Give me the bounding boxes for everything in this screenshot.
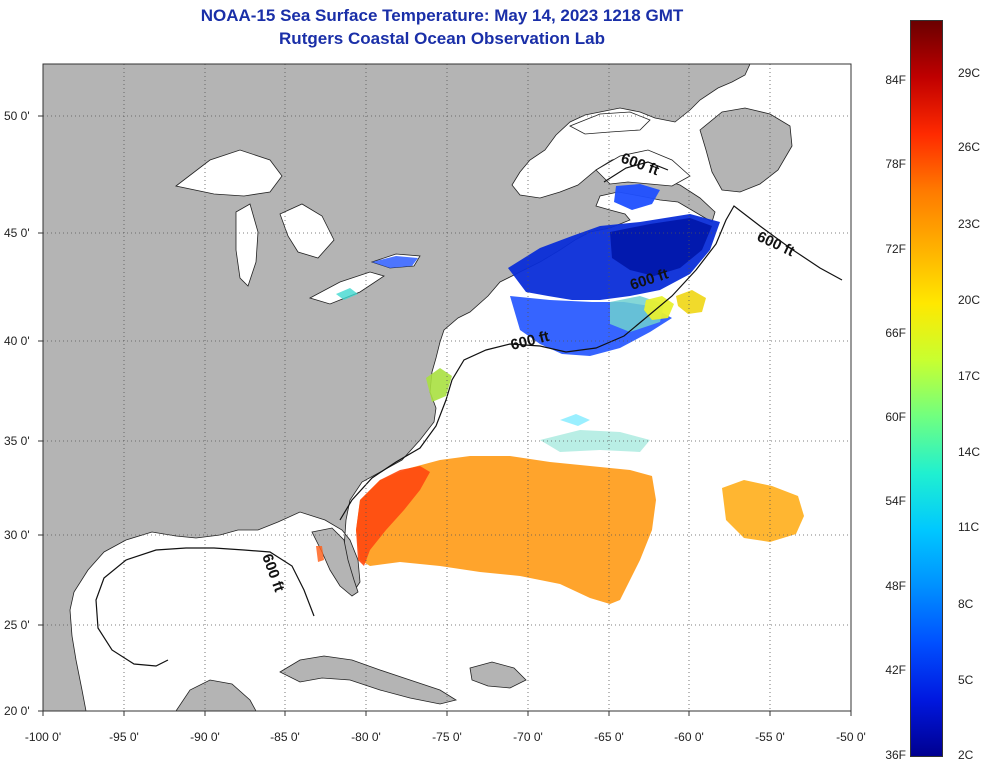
land-cuba xyxy=(279,655,458,705)
lat-tick-label: 30 0' xyxy=(4,528,30,542)
colorbar-f-label: 66F xyxy=(885,326,906,340)
lat-tick-label: 40 0' xyxy=(4,334,30,348)
colorbar-f-label: 78F xyxy=(885,157,906,171)
colorbar-f-label: 36F xyxy=(885,748,906,762)
map-title: NOAA-15 Sea Surface Temperature: May 14,… xyxy=(200,6,684,25)
temperature-colorbar xyxy=(910,20,943,757)
latitude-ticks: 50 0' 45 0' 40 0' 35 0' 30 0' 25 0' 20 0' xyxy=(4,109,43,718)
colorbar-c-label: 26C xyxy=(958,140,981,154)
sst-gulf-coast-warm xyxy=(316,546,324,562)
hudson-strait-water xyxy=(569,111,651,135)
colorbar-c-label: 14C xyxy=(958,445,981,459)
colorbar-c-label: 8C xyxy=(958,597,974,611)
gulf-st-lawrence xyxy=(595,149,691,187)
land-hispaniola xyxy=(469,661,527,689)
colorbar-c-label: 2C xyxy=(958,748,974,762)
sst-scattered-blue-bits xyxy=(560,414,590,426)
colorbar-c-label: 11C xyxy=(958,520,980,534)
lake-erie xyxy=(308,271,385,305)
lon-tick-label: -90 0' xyxy=(190,730,220,744)
sst-warm-eddy xyxy=(644,296,674,320)
bathymetry-contour-gulf xyxy=(95,547,315,667)
sst-very-cold-shelf xyxy=(610,218,712,276)
sst-lake-ontario xyxy=(372,256,418,268)
bathymetry-contour xyxy=(339,205,843,521)
land-yucatan xyxy=(175,679,257,711)
grid-lines xyxy=(43,64,851,711)
colorbar-c-label: 20C xyxy=(958,293,981,307)
sst-warm-gulf-stream xyxy=(356,456,656,604)
lon-tick-label: -100 0' xyxy=(25,730,61,744)
lat-tick-label: 25 0' xyxy=(4,618,30,632)
longitude-ticks: -100 0' -95 0' -90 0' -85 0' -80 0' -75 0' -70… xyxy=(25,711,866,744)
lake-michigan xyxy=(235,203,259,287)
lon-tick-label: -55 0' xyxy=(755,730,785,744)
sst-warm-east-patch xyxy=(722,480,804,542)
map-subtitle: Rutgers Coastal Ocean Observation Lab xyxy=(279,29,605,48)
colorbar-f-label: 42F xyxy=(885,663,906,677)
colorbar-c-label: 17C xyxy=(958,369,981,383)
sst-hot-gulf-stream-core xyxy=(356,466,430,566)
sst-chesapeake-warm xyxy=(426,368,452,402)
colorbar-c-label: 5C xyxy=(958,673,974,687)
lat-tick-label: 45 0' xyxy=(4,226,30,240)
sst-labrador xyxy=(614,184,660,210)
colorbar-f-label: 48F xyxy=(885,579,906,593)
land-florida xyxy=(311,527,359,597)
colorbar-f-label: 72F xyxy=(885,242,906,256)
lon-tick-label: -75 0' xyxy=(432,730,462,744)
colorbar-c-label: 23C xyxy=(958,217,981,231)
lon-tick-label: -65 0' xyxy=(594,730,624,744)
lon-tick-label: -80 0' xyxy=(351,730,381,744)
lat-tick-label: 50 0' xyxy=(4,109,30,123)
sst-lake-erie-warm xyxy=(336,288,358,300)
sst-yellow-patch-east xyxy=(676,290,706,314)
great-lakes xyxy=(175,149,283,197)
colorbar-f-label: 54F xyxy=(885,494,906,508)
lake-huron xyxy=(279,203,335,259)
colorbar-f-label: 60F xyxy=(885,410,906,424)
colorbar-c-label: 29C xyxy=(958,66,981,80)
lon-tick-label: -85 0' xyxy=(270,730,300,744)
lat-tick-label: 20 0' xyxy=(4,704,30,718)
colorbar-f-label: 84F xyxy=(885,73,906,87)
lon-tick-label: -50 0' xyxy=(836,730,866,744)
bathymetry-contour-gsl xyxy=(603,161,669,183)
lon-tick-label: -70 0' xyxy=(513,730,543,744)
lat-tick-label: 35 0' xyxy=(4,434,30,448)
lon-tick-label: -60 0' xyxy=(674,730,704,744)
lon-tick-label: -95 0' xyxy=(109,730,139,744)
land-newfoundland xyxy=(699,107,793,193)
